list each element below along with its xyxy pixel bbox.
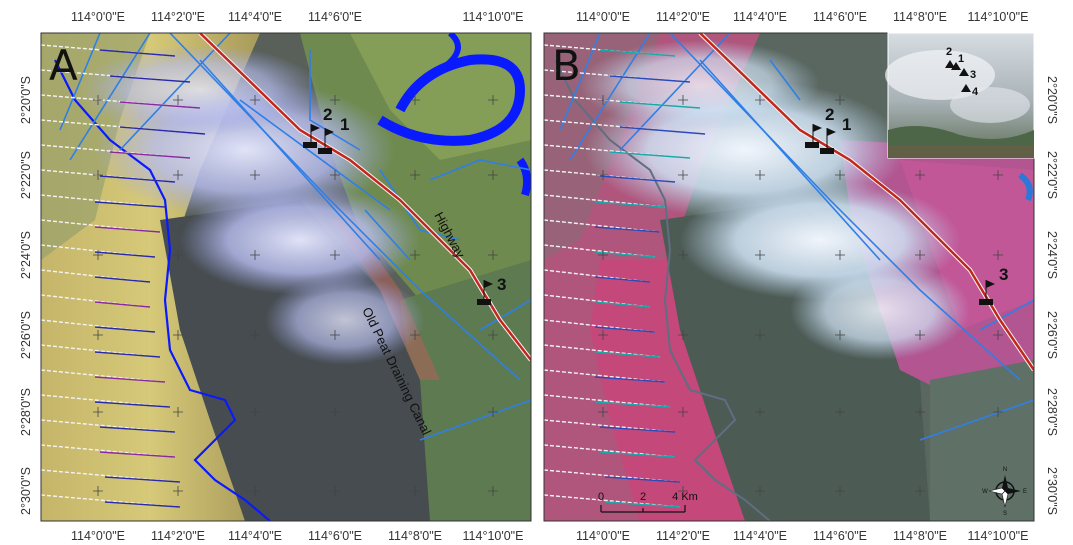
- inset-site-4: 4: [972, 86, 979, 98]
- scale-label-2: 2: [640, 491, 646, 503]
- lon-tick-b-bottom-4: 114°8'0"E: [893, 529, 947, 543]
- lon-tick-b-bottom-5: 114°10'0"E: [968, 529, 1029, 543]
- lon-tick-a-bottom-5: 114°10'0"E: [463, 529, 524, 543]
- lon-tick-b-bottom-1: 114°2'0"E: [656, 529, 710, 543]
- lon-tick-a-bottom-0: 114°0'0"E: [71, 529, 125, 543]
- compass-n: N: [1003, 467, 1007, 473]
- site-label-2-a: 2: [323, 105, 332, 124]
- flight-lines-b: [544, 44, 706, 508]
- site-label-3-b: 3: [999, 265, 1008, 284]
- panel-label-a: A: [49, 41, 78, 90]
- compass-rose-icon: N S E W: [982, 467, 1027, 517]
- lat-tick-right-1: 2°22'0"S: [1045, 151, 1059, 199]
- lon-tick-a-top-2: 114°4'0"E: [228, 10, 282, 24]
- compass-e: E: [1023, 489, 1027, 495]
- panel-a: A 2 1 3 Highway Old Peat Draining Canal …: [19, 10, 532, 543]
- lon-tick-a-top-0: 114°0'0"E: [71, 10, 125, 24]
- inset-site-2: 2: [946, 46, 952, 58]
- scale-bar: 0 2 4 Km: [598, 491, 698, 513]
- compass-w: W: [982, 489, 988, 495]
- lon-tick-b-bottom-0: 114°0'0"E: [576, 529, 630, 543]
- lon-tick-a-bottom-1: 114°2'0"E: [151, 529, 205, 543]
- lon-tick-b-top-4: 114°8'0"E: [893, 10, 947, 24]
- lon-tick-a-bottom-2: 114°4'0"E: [228, 529, 282, 543]
- lat-tick-right-2: 2°24'0"S: [1045, 231, 1059, 279]
- lon-tick-b-top-3: 114°6'0"E: [813, 10, 867, 24]
- compass-s: S: [1003, 511, 1007, 517]
- panel-b: B 2 1 3 2 1: [543, 10, 1059, 543]
- lat-tick-right-4: 2°28'0"S: [1045, 388, 1059, 436]
- lat-tick-right-5: 2°30'0"S: [1045, 467, 1059, 515]
- site-label-1-a: 1: [340, 115, 349, 134]
- lon-tick-b-top-1: 114°2'0"E: [656, 10, 710, 24]
- lon-tick-a-top-3: 114°6'0"E: [308, 10, 362, 24]
- lon-tick-a-bottom-3: 114°6'0"E: [308, 529, 362, 543]
- site-markers-a: 2 1 3: [303, 105, 506, 305]
- lon-tick-a-bottom-4: 114°8'0"E: [388, 529, 442, 543]
- lat-tick-left-0: 2°20'0"S: [19, 76, 33, 124]
- scale-label-0: 0: [598, 491, 604, 503]
- lat-tick-left-3: 2°26'0"S: [19, 311, 33, 359]
- inset-map: 2 1 3 4: [885, 32, 1035, 159]
- lat-tick-right-0: 2°20'0"S: [1045, 76, 1059, 124]
- site-label-2-b: 2: [825, 105, 834, 124]
- lat-tick-left-4: 2°28'0"S: [19, 388, 33, 436]
- lon-tick-b-top-5: 114°10'0"E: [968, 10, 1029, 24]
- scale-label-4km: 4 Km: [672, 491, 698, 503]
- lon-tick-b-top-0: 114°0'0"E: [576, 10, 630, 24]
- lon-tick-a-top-1: 114°2'0"E: [151, 10, 205, 24]
- lon-tick-b-top-2: 114°4'0"E: [733, 10, 787, 24]
- panel-label-b: B: [552, 41, 581, 90]
- lon-tick-b-bottom-2: 114°4'0"E: [733, 529, 787, 543]
- site-markers-b: 2 1 3: [805, 105, 1008, 305]
- lat-tick-left-5: 2°30'0"S: [19, 467, 33, 515]
- lat-tick-right-3: 2°26'0"S: [1045, 311, 1059, 359]
- lat-tick-left-1: 2°22'0"S: [19, 151, 33, 199]
- site-label-1-b: 1: [842, 115, 851, 134]
- lon-tick-a-top-5: 114°10'0"E: [463, 10, 524, 24]
- inset-site-1: 1: [958, 53, 964, 65]
- site-label-3-a: 3: [497, 275, 506, 294]
- inset-site-3: 3: [970, 69, 976, 81]
- lon-tick-b-bottom-3: 114°6'0"E: [813, 529, 867, 543]
- lat-tick-left-2: 2°24'0"S: [19, 231, 33, 279]
